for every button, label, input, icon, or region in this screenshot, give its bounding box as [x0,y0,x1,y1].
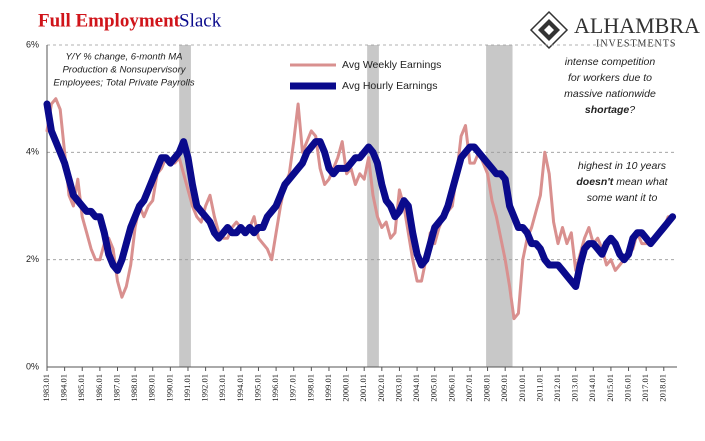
logo-icon [529,10,569,50]
annotation-text: some want it to [587,192,658,204]
x-tick-label: 2004.01 [411,374,421,402]
x-tick-label: 1986.01 [94,374,104,402]
subtitle: Production & Nonsupervisory [62,65,186,76]
x-tick-label: 2009.01 [499,374,509,402]
y-tick-label: 6% [26,39,39,49]
x-tick-label: 2012.01 [552,374,562,402]
annotation: highest in 10 years [578,160,667,172]
annotation-text: mean what [613,176,668,188]
x-tick-label: 1989.01 [147,374,157,402]
annotation: some want it to [587,192,658,204]
annotation-text: ? [629,104,635,116]
legend-label: Avg Hourly Earnings [342,80,438,92]
annotation: doesn't mean what [576,176,668,188]
x-tick-label: 1992.01 [200,374,210,402]
x-tick-label: 1984.01 [59,374,69,402]
x-tick-label: 2010.01 [517,374,527,402]
x-tick-label: 1999.01 [323,374,333,402]
annotation-text: intense competition [565,56,656,68]
annotation: intense competition [565,56,656,68]
annotation-text: shortage [585,104,630,116]
annotation: for workers due to [568,72,652,84]
x-tick-label: 1993.01 [217,374,227,402]
x-tick-label: 2017.01 [640,374,650,402]
x-tick-label: 1995.01 [252,374,262,402]
x-tick-label: 2008.01 [482,374,492,402]
x-tick-label: 2018.01 [658,374,668,402]
annotation: massive nationwide [564,88,656,100]
recession-band [367,45,379,367]
chart-title-accent: Slack [179,10,222,31]
y-tick-label: 2% [26,254,39,264]
x-tick-label: 1988.01 [129,374,139,402]
x-tick-label: 1990.01 [164,374,174,402]
y-tick-label: 0% [26,361,39,371]
x-tick-label: 2002.01 [376,374,386,402]
annotation-text: highest in 10 years [578,160,667,172]
x-tick-label: 2005.01 [429,374,439,402]
y-tick-label: 4% [26,147,39,157]
annotation-text: for workers due to [568,72,652,84]
x-tick-label: 2016.01 [622,374,632,402]
series-line [45,97,675,321]
subtitle: Employees; Total Private Payrolls [53,78,194,89]
x-tick-label: 2014.01 [587,374,597,402]
annotation: shortage? [585,104,635,116]
annotation-text: massive nationwide [564,88,656,100]
recession-band [179,45,191,367]
x-tick-label: 2011.01 [534,374,544,401]
x-tick-label: 2006.01 [446,374,456,402]
series-line [43,100,677,290]
legend-label: Avg Weekly Earnings [342,59,441,71]
x-tick-label: 1987.01 [111,374,121,402]
x-tick-label: 2000.01 [341,374,351,402]
chart-title: Full Employment [38,10,181,31]
logo-name: ALHAMBRA [574,13,700,38]
x-tick-label: 2013.01 [570,374,580,402]
x-tick-label: 1998.01 [305,374,315,402]
x-tick-label: 2001.01 [358,374,368,402]
x-tick-label: 2007.01 [464,374,474,402]
x-tick-label: 1983.01 [41,374,51,402]
subtitle: Y/Y % change, 6-month MA [65,52,182,63]
x-tick-label: 1985.01 [76,374,86,402]
x-tick-label: 2003.01 [393,374,403,402]
x-tick-label: 1991.01 [182,374,192,402]
annotation-text: doesn't [576,176,613,188]
logo-tagline: INVESTMENTS [596,38,676,49]
x-tick-label: 1994.01 [235,374,245,402]
x-tick-label: 1997.01 [288,374,298,402]
x-tick-label: 2015.01 [605,374,615,402]
x-tick-label: 1996.01 [270,374,280,402]
